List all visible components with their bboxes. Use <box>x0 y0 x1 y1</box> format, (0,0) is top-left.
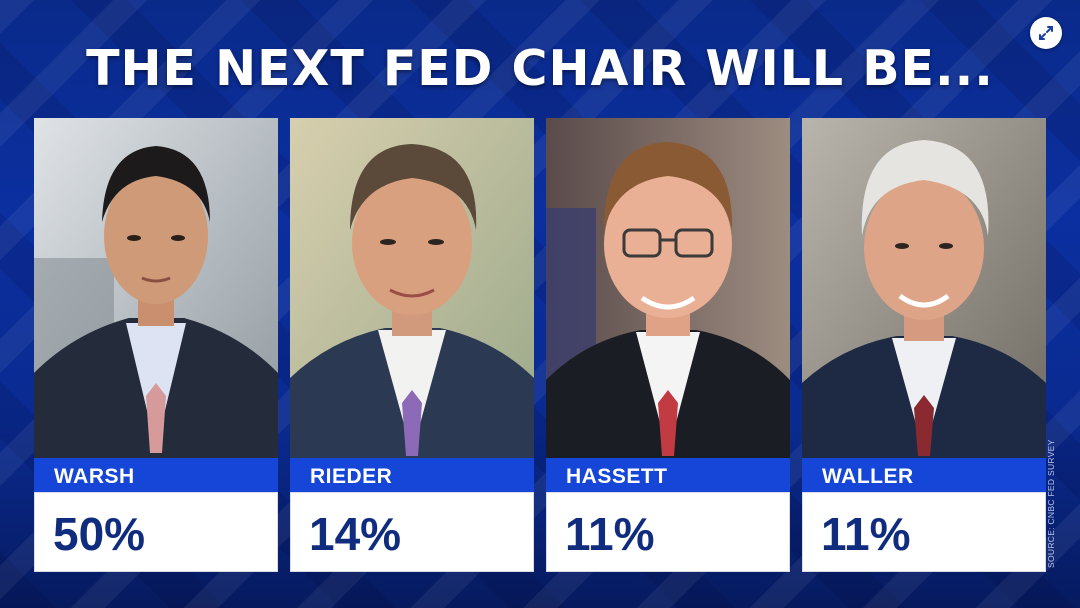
candidate-card-hassett: HASSETT 11% <box>546 118 790 572</box>
candidate-percent: 11% <box>821 508 911 560</box>
candidate-percent: 14% <box>309 508 402 560</box>
percent-box: 11% <box>546 492 790 572</box>
candidate-name: WARSH <box>54 465 135 488</box>
expand-button[interactable] <box>1030 17 1062 49</box>
candidate-percent: 11% <box>565 508 655 560</box>
page-title: THE NEXT FED CHAIR WILL BE... <box>86 40 994 97</box>
percent-box: 14% <box>290 492 534 572</box>
source-note: SOURCE: CNBC FED SURVEY <box>1046 439 1056 568</box>
candidate-percent: 50% <box>53 508 146 560</box>
percent-box: 50% <box>34 492 278 572</box>
candidate-photo <box>802 118 1046 458</box>
candidate-name: RIEDER <box>310 465 393 488</box>
name-bar: HASSETT <box>546 458 790 492</box>
candidate-name: HASSETT <box>566 465 668 488</box>
expand-arrows-icon <box>1039 26 1053 40</box>
candidate-photo <box>290 118 534 458</box>
candidate-photo <box>34 118 278 458</box>
candidate-name: WALLER <box>822 465 914 488</box>
name-bar: WALLER <box>802 458 1046 492</box>
candidate-card-rieder: RIEDER 14% <box>290 118 534 572</box>
candidate-card-warsh: WARSH 50% <box>34 118 278 572</box>
candidate-card-waller: WALLER 11% <box>802 118 1046 572</box>
name-bar: WARSH <box>34 458 278 492</box>
percent-box: 11% <box>802 492 1046 572</box>
name-bar: RIEDER <box>290 458 534 492</box>
candidate-photo <box>546 118 790 458</box>
